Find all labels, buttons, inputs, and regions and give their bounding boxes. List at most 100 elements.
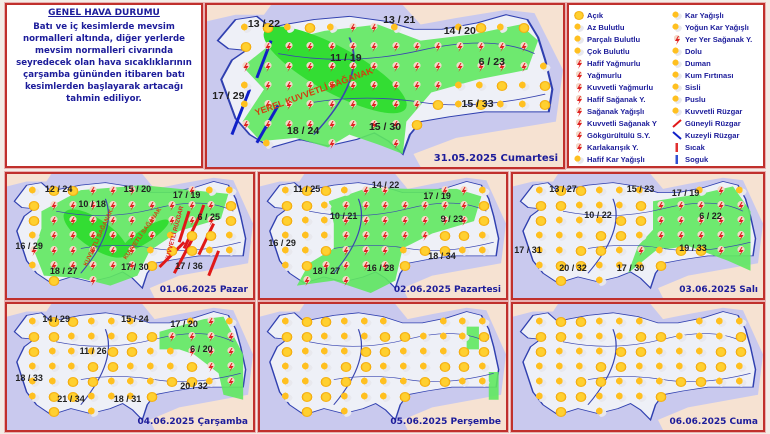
sun-icon	[575, 316, 586, 327]
sun-icon	[535, 331, 546, 342]
thunderstorm-icon	[675, 231, 686, 241]
thunderstorm-icon	[735, 201, 746, 212]
temperature-label: 15 / 23	[626, 183, 655, 194]
neighbor-land	[650, 304, 763, 430]
thunderstorm-icon	[458, 201, 470, 212]
sun-icon	[48, 331, 60, 342]
partly-cloudy-icon	[28, 260, 40, 271]
thunderstorm-icon	[205, 201, 217, 212]
temperature-label: 14 / 20	[443, 24, 476, 37]
sun-icon	[595, 245, 606, 256]
thunderstorm-icon	[735, 231, 746, 241]
partly-cloudy-icon	[419, 346, 431, 357]
thunderstorm-icon	[655, 231, 666, 241]
sun-icon	[281, 346, 293, 357]
legend-label: Sisli	[685, 82, 701, 92]
partly-cloudy-icon	[535, 231, 546, 241]
sun-icon	[715, 346, 726, 357]
legend-item: Sağanak Yağışlı	[574, 105, 670, 117]
thunderstorm-icon	[411, 81, 423, 91]
temperature-label: 17 / 19	[172, 190, 201, 201]
partly-cloudy-icon	[28, 186, 40, 197]
thunderstorm-icon	[340, 201, 352, 212]
thunderstorm-icon	[126, 245, 138, 256]
thunderstorm-icon	[655, 216, 666, 227]
partly-cloudy-icon	[555, 377, 566, 388]
legend-label: Kum Fırtınası	[685, 70, 734, 80]
thunderstorm-icon	[48, 201, 60, 212]
thunderstorm-icon	[390, 81, 402, 91]
legend-label: Yoğun Kar Yağışlı	[685, 22, 749, 32]
partly-cloudy-icon	[126, 316, 138, 327]
sun-icon	[225, 216, 237, 227]
partly-cloudy-icon	[283, 22, 295, 33]
partly-cloudy-icon	[458, 377, 470, 388]
sun-icon	[186, 362, 197, 372]
thunderstorm-icon	[283, 42, 295, 53]
sun-icon	[262, 22, 274, 33]
temperature-label: 10 / 21	[329, 211, 358, 222]
sun-icon	[615, 231, 626, 241]
legend-item: Sisli	[672, 81, 768, 93]
partly-cloudy-icon	[225, 231, 237, 241]
partly-cloudy-icon	[225, 316, 237, 327]
legend-item: Güneyli Rüzgar	[672, 117, 768, 129]
thunderstorm-icon	[715, 186, 726, 197]
neighbor-land	[7, 174, 52, 187]
sun-icon	[87, 362, 99, 372]
sun-icon	[458, 346, 470, 357]
sun-icon	[399, 331, 411, 342]
sun-icon	[575, 392, 586, 403]
main-forecast-map: 13 / 22 13 / 21 14 / 20 11 / 19 6 / 23 17 / 2…	[204, 2, 566, 170]
partly-cloudy-icon	[595, 407, 606, 418]
legend: Açık Az Bulutlu Parçalı Bulutlu Çok Bulutlu…	[566, 2, 768, 169]
thunderstorm-icon	[240, 119, 252, 130]
thunderstorm-icon	[518, 61, 530, 72]
sun-icon	[186, 377, 197, 388]
thunderstorm-icon	[368, 61, 380, 72]
thunderstorm-icon	[107, 186, 119, 197]
thunderstorm-icon	[304, 42, 316, 53]
sun-icon	[439, 362, 450, 372]
partly-cloudy-icon	[575, 231, 586, 241]
sun-icon	[575, 377, 586, 388]
forecast-date: 31.05.2025 Cumartesi	[433, 153, 558, 164]
partly-cloudy-icon	[107, 392, 119, 403]
partly-cloudy-icon	[146, 245, 158, 256]
partly-cloudy-icon	[281, 260, 293, 271]
partly-cloudy-icon	[240, 100, 252, 111]
partly-cloudy-icon	[635, 377, 646, 388]
partly-cloudy-icon	[240, 81, 252, 91]
partly-cloudy-icon	[379, 362, 391, 372]
partly-cloudy-icon	[575, 346, 586, 357]
sun-icon	[320, 316, 332, 327]
thunderstorm-icon	[695, 216, 706, 227]
temperature-label: 13 / 27	[549, 183, 577, 194]
sun-icon	[655, 260, 666, 271]
sun-icon	[555, 201, 566, 212]
partly-cloudy-icon	[28, 392, 40, 403]
daily-forecast-map: 06.06.2025 Cuma	[510, 301, 766, 433]
partly-cloudy-icon	[615, 316, 626, 327]
partly-cloudy-icon	[655, 245, 666, 256]
partly-cloudy-icon	[126, 377, 138, 388]
daily-forecast-map: 05.06.2025 Perşembe	[257, 301, 509, 433]
thunderstorm-icon	[262, 61, 274, 72]
legend-item: Az Bulutlu	[574, 21, 670, 33]
legend-label: Sıcak	[685, 142, 705, 152]
partly-cloudy-icon	[595, 275, 606, 286]
temperature-label: 17 / 29	[212, 89, 245, 102]
partly-cloudy-icon	[535, 392, 546, 403]
sun-icon	[539, 100, 551, 111]
partly-cloudy-icon	[695, 186, 706, 197]
legend-label: Karlakarışık Y.	[587, 142, 639, 152]
temperature-label: 11 / 19	[330, 52, 362, 65]
partly-cloudy-icon	[715, 331, 726, 342]
sun-icon	[146, 331, 158, 342]
heavy-shower-icon	[574, 118, 584, 129]
thunderstorm-icon	[304, 61, 316, 72]
thunderstorm-icon	[186, 216, 197, 227]
sun-icon	[555, 186, 566, 197]
north-wind-arrow-icon	[232, 89, 250, 134]
legend-column-left: Açık Az Bulutlu Parçalı Bulutlu Çok Bulutlu…	[574, 9, 670, 165]
